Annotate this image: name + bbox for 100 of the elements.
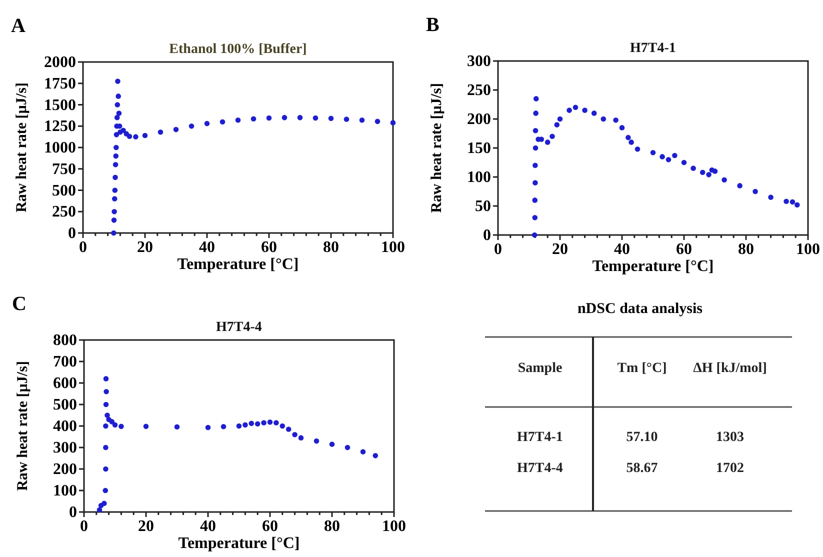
point — [532, 145, 538, 151]
point — [532, 198, 538, 203]
point — [619, 125, 625, 130]
chart-title: H7T4-1 — [630, 41, 676, 56]
y-tick-label: 800 — [53, 332, 77, 349]
x-tick-label: 60 — [261, 239, 277, 256]
point — [204, 120, 210, 126]
y-tick-label: 300 — [53, 440, 77, 456]
point — [690, 166, 696, 171]
y-tick-label: 150 — [467, 140, 491, 157]
point — [235, 118, 241, 123]
y-tick-label: 100 — [467, 169, 491, 186]
point — [174, 424, 180, 430]
point — [360, 449, 366, 454]
point — [104, 388, 109, 394]
point — [248, 420, 254, 426]
text: H7T4-4 — [517, 461, 563, 476]
y-tick-label: 1500 — [44, 96, 76, 114]
x-tick-label: 0 — [494, 241, 502, 258]
y-tick-label: 250 — [467, 82, 491, 99]
x-tick-label: 60 — [676, 241, 692, 258]
point — [784, 198, 789, 204]
point — [700, 170, 706, 175]
point — [790, 199, 796, 205]
point — [628, 140, 634, 145]
y-tick-label: 300 — [467, 53, 491, 70]
point — [359, 118, 365, 123]
point — [282, 114, 288, 120]
y-tick-label: 2000 — [44, 54, 76, 71]
point — [532, 214, 538, 220]
point — [112, 188, 118, 193]
y-tick-label: 200 — [53, 461, 77, 478]
point — [582, 108, 588, 113]
y-tick-label: 1250 — [44, 118, 76, 136]
point — [242, 422, 248, 428]
y-tick-label: 500 — [53, 396, 77, 414]
x-tick-label: 60 — [262, 518, 278, 535]
point — [261, 420, 266, 426]
point — [328, 116, 334, 122]
point — [103, 423, 108, 429]
point — [250, 116, 256, 122]
point — [118, 424, 124, 430]
point — [133, 134, 138, 140]
point — [103, 402, 109, 408]
point — [344, 116, 350, 122]
point — [96, 507, 102, 512]
point — [114, 102, 120, 108]
point — [544, 140, 550, 145]
point — [113, 153, 119, 159]
point — [532, 128, 538, 134]
y-tick-label: 600 — [53, 375, 77, 392]
text: B — [426, 14, 440, 36]
point — [103, 466, 108, 472]
point — [114, 114, 120, 120]
chart-title: H7T4-4 — [216, 320, 262, 335]
y-tick-label: 100 — [53, 482, 77, 500]
text: 57.10 — [626, 430, 658, 445]
y-tick-label: 0 — [483, 227, 491, 244]
text: Tm [°C] — [617, 361, 667, 376]
y-axis-title: Raw heat rate [µJ/s] — [429, 83, 445, 213]
y-tick-label: 500 — [52, 182, 76, 200]
point — [672, 152, 678, 158]
text: nDSC data analysis — [577, 301, 703, 317]
point — [115, 78, 120, 84]
point — [103, 376, 109, 382]
x-tick-label: 40 — [200, 518, 216, 535]
point — [297, 114, 303, 120]
text: ΔH [kJ/mol] — [693, 361, 767, 376]
point — [298, 435, 304, 440]
y-tick-label: 200 — [467, 111, 491, 128]
point — [613, 118, 618, 123]
point — [116, 94, 121, 99]
y-tick-label: 50 — [475, 198, 491, 215]
point — [681, 160, 687, 166]
x-tick-label: 100 — [381, 239, 405, 256]
point — [329, 442, 335, 447]
point — [280, 423, 286, 429]
point — [126, 134, 132, 140]
point — [533, 96, 539, 102]
point — [114, 144, 119, 150]
point — [274, 420, 279, 426]
y-tick-label: 400 — [53, 418, 77, 435]
x-tick-label: 20 — [137, 239, 153, 256]
point — [712, 168, 718, 174]
point — [254, 421, 260, 426]
point — [566, 108, 572, 113]
point — [650, 150, 656, 156]
y-tick-label: 1750 — [44, 75, 76, 92]
text: 1303 — [716, 430, 744, 445]
y-axis-title: Raw heat rate [µJ/s] — [14, 82, 30, 212]
point — [532, 162, 538, 168]
point — [600, 116, 606, 122]
point — [737, 183, 742, 188]
point — [557, 116, 563, 122]
y-tick-label: 0 — [69, 504, 77, 521]
point — [112, 174, 118, 180]
point — [314, 438, 320, 444]
x-tick-label: 80 — [323, 239, 339, 256]
point — [292, 432, 298, 438]
point — [188, 123, 194, 129]
